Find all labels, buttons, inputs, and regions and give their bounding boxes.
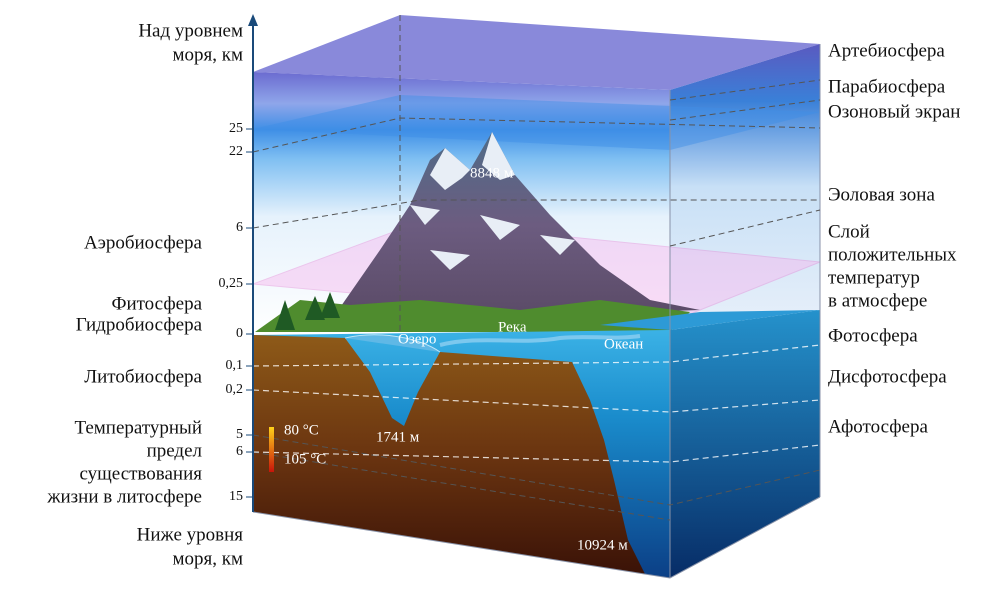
top-face [253,15,820,90]
warm-label: в атмосфере [828,290,927,311]
ozone-plane [253,95,820,150]
water-label: Фотосфера [828,325,918,346]
axis-title: Ниже уровня [137,524,244,545]
annotation: 105 °C [284,451,326,467]
warm-label: Слой [828,221,870,242]
tick-label: 0 [236,326,243,341]
earth [253,335,645,574]
layer-label: Парабиосфера [828,76,946,97]
axis-ticks [246,128,253,498]
layer-lines [252,79,821,247]
annotation: 8848 м [470,165,514,181]
snow [410,132,575,270]
annotation: 80 °C [284,422,319,438]
layer-label: Фитосфера [111,293,202,314]
temp-bar [269,427,274,472]
warm-label: положительных [828,244,957,265]
tree [305,296,325,320]
depth-lines [252,434,821,521]
ocean-side [670,310,820,578]
ocean-surface [600,310,820,330]
right-labels: Артебиосфера Парабиосфера Озоновый экран… [828,40,960,437]
limit-label: жизни в литосфере [46,486,202,507]
limit-label: предел [147,440,203,461]
annotation: Океан [604,336,643,352]
annotations: 8848 м Озеро Река Океан 1741 м 80 °C 105… [284,165,643,553]
axis-title: моря, км [172,44,243,65]
annotation: Озеро [398,331,436,347]
tick-label: 6 [236,220,243,235]
tick-label: 6 [236,444,243,459]
water-label: Дисфотосфера [828,366,947,387]
axis-title: моря, км [172,548,243,569]
tick-label: 0,2 [226,382,244,397]
box [252,15,821,579]
layer-label: Литобиосфера [84,366,202,387]
axis: 25 22 6 0,25 0 0,1 0,2 5 6 15 Над уровне… [137,14,258,569]
lake [344,334,441,353]
annotation: 10924 м [577,537,628,553]
sky-side [670,44,820,330]
tick-label: 0,25 [219,276,244,291]
limit-label: Температурный [74,417,202,438]
water-label: Афотосфера [828,416,928,437]
tree [320,292,340,318]
layer-label: Артебиосфера [828,40,945,61]
tick-label: 22 [229,144,243,159]
axis-title: Над уровнем [138,20,243,41]
tick-label: 0,1 [226,358,244,373]
annotation: 1741 м [376,429,420,445]
tick-label: 25 [229,121,243,136]
warm-label: температур [828,267,920,288]
land [255,300,690,332]
axis-arrow [248,14,258,26]
annotation: Река [498,319,527,335]
left-labels: Аэробиосфера Фитосфера Гидробиосфера Лит… [46,232,202,507]
tree [275,300,295,330]
layer-label: Эоловая зона [828,184,935,205]
tick-label: 5 [236,427,243,442]
layer-label: Гидробиосфера [76,314,203,335]
layer-label: Аэробиосфера [84,232,203,253]
tick-label: 15 [229,489,243,504]
layer-label: Озоновый экран [828,101,960,122]
river [439,334,641,347]
limit-label: существования [79,463,202,484]
